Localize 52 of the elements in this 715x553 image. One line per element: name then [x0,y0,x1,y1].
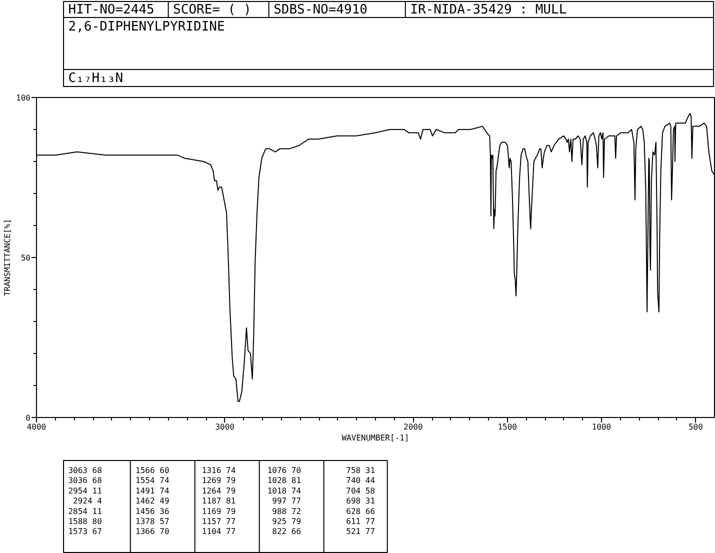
text: SDBS-NO=4910 [274,2,368,18]
text: 1573 67 [68,527,102,536]
text: 758 31 [346,466,376,475]
y-tick-label: 100 [16,94,31,102]
text: 2954 11 [68,486,102,496]
text: 1269 79 [202,476,236,486]
chart-subtitle: C₁₇H₁₃N [68,71,124,86]
text: 1169 79 [202,506,236,516]
x-tick-label: 4000 [26,422,46,432]
text: 3063 68 [68,466,102,475]
x-tick-label: 2000 [404,422,423,432]
text: IR-NIDA-35429 : MULL [410,2,567,18]
text: SCORE= ( ) [173,2,252,18]
text: 698 31 [346,496,376,506]
text: 1366 70 [136,527,170,536]
text: 822 66 [272,527,302,536]
y-tick-label: 0 [26,414,31,422]
text: 1104 77 [202,527,236,536]
text: 1264 79 [202,486,236,496]
text: 1588 80 [68,517,102,526]
text: 628 66 [346,506,376,516]
text: 1456 36 [136,506,170,516]
text: 1462 49 [136,496,170,506]
text: 1316 74 [202,466,236,475]
text: 2854 11 [68,506,102,516]
text: HIT-NO=2445 [68,2,154,18]
text: 1378 57 [136,517,170,526]
text: 1491 74 [136,486,170,496]
x-tick-label: 500 [688,422,704,432]
text: 1076 70 [267,466,302,475]
chart-title: 2,6-DIPHENYLPYRIDINE [68,20,225,34]
text: 997 77 [272,496,302,506]
text: 3036 68 [68,476,102,486]
text: 1566 60 [136,466,170,475]
text: 1157 77 [202,517,236,526]
text: 521 77 [346,527,376,536]
text: 1028 81 [267,476,302,486]
x-tick-label: 1000 [592,422,612,432]
text: 611 77 [346,517,376,526]
y-axis-title: TRANSMITTANCE[%] [3,218,12,296]
text: 2924 4 [73,496,102,506]
y-tick-label: 50 [20,254,31,262]
text: 1187 81 [202,496,236,506]
text: 740 44 [346,476,376,486]
text: 704 58 [346,486,376,496]
x-tick-label: 1500 [498,422,518,432]
text: 988 72 [272,506,302,516]
x-axis-title: WAVENUMBER[-1] [342,434,410,442]
text: 925 79 [272,517,302,526]
text: 1554 74 [136,476,170,486]
text: 1018 74 [267,486,302,496]
x-tick-label: 3000 [215,422,235,432]
